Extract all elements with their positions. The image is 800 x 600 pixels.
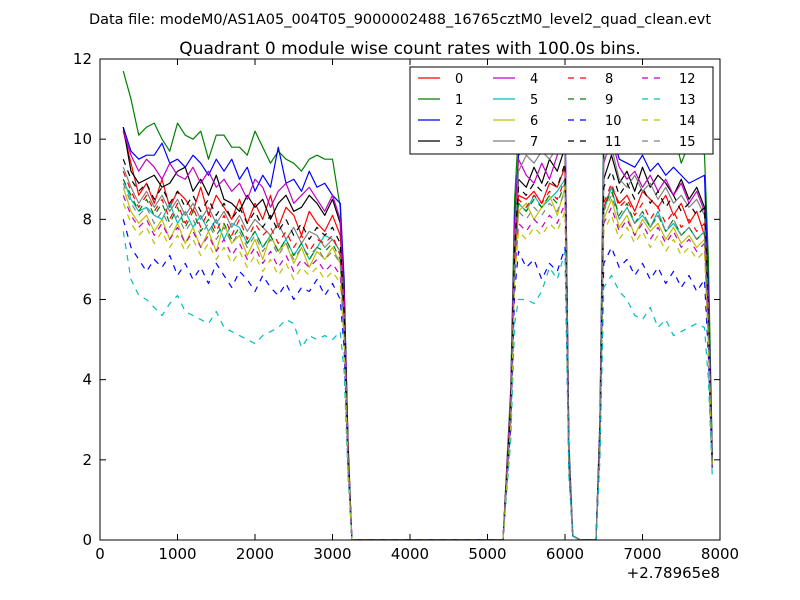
series-line-11 — [122, 158, 713, 540]
x-tick-label: 0 — [95, 545, 105, 563]
legend-label-0: 0 — [455, 72, 463, 87]
chart-title: Quadrant 0 module wise count rates with … — [179, 39, 640, 59]
x-tick-label: 1000 — [158, 545, 196, 563]
series-line-15 — [122, 183, 713, 540]
x-tick-label: 5000 — [468, 545, 506, 563]
y-tick-label: 10 — [73, 130, 92, 148]
legend-label-6: 6 — [530, 114, 538, 129]
series-line-7 — [122, 126, 713, 540]
legend-label-1: 1 — [455, 93, 463, 108]
series-line-9 — [122, 178, 713, 540]
x-tick-label: 4000 — [391, 545, 429, 563]
series-line-6 — [122, 186, 713, 540]
series-line-14 — [122, 203, 713, 540]
legend-label-5: 5 — [530, 93, 538, 108]
series-line-13 — [122, 231, 713, 540]
series-line-8 — [122, 171, 713, 540]
y-tick-label: 8 — [82, 210, 92, 228]
legend-label-10: 10 — [605, 114, 622, 129]
x-offset-label: +2.78965e8 — [627, 564, 720, 582]
y-tick-label: 6 — [82, 291, 92, 309]
series-line-4 — [122, 114, 713, 540]
x-axis: 0 1000 2000 3000 4000 5000 6000 7000 8000 — [95, 59, 739, 563]
series-line-5 — [122, 178, 713, 540]
plot-area: 0 1000 2000 3000 4000 5000 6000 7000 8000 0 2 4 6 8 1… — [73, 50, 739, 582]
legend-label-14: 14 — [679, 114, 696, 129]
legend-label-15: 15 — [679, 135, 696, 150]
legend-label-4: 4 — [530, 72, 538, 87]
legend-label-12: 12 — [679, 72, 696, 87]
series-line-2 — [122, 106, 713, 540]
y-tick-label: 2 — [82, 451, 92, 469]
y-tick-label: 0 — [82, 531, 92, 549]
legend-label-8: 8 — [605, 72, 613, 87]
x-tick-label: 7000 — [623, 545, 661, 563]
legend-label-9: 9 — [605, 93, 613, 108]
x-tick-label: 3000 — [313, 545, 351, 563]
legend-label-11: 11 — [605, 135, 622, 150]
suptitle: Data file: modeM0/AS1A05_004T05_90000024… — [89, 12, 711, 28]
y-tick-label: 4 — [82, 371, 92, 389]
legend-label-7: 7 — [530, 135, 538, 150]
legend-label-3: 3 — [455, 135, 463, 150]
x-tick-label: 8000 — [701, 545, 739, 563]
legend-label-13: 13 — [679, 93, 696, 108]
series-line-3 — [122, 127, 713, 540]
x-tick-label: 2000 — [236, 545, 274, 563]
series-line-12 — [122, 195, 713, 540]
series-line-10 — [122, 219, 713, 540]
x-tick-label: 6000 — [546, 545, 584, 563]
series-line-0 — [122, 131, 713, 540]
y-tick-label: 12 — [73, 50, 92, 68]
legend-frame — [409, 66, 714, 155]
legend-label-2: 2 — [455, 114, 463, 129]
